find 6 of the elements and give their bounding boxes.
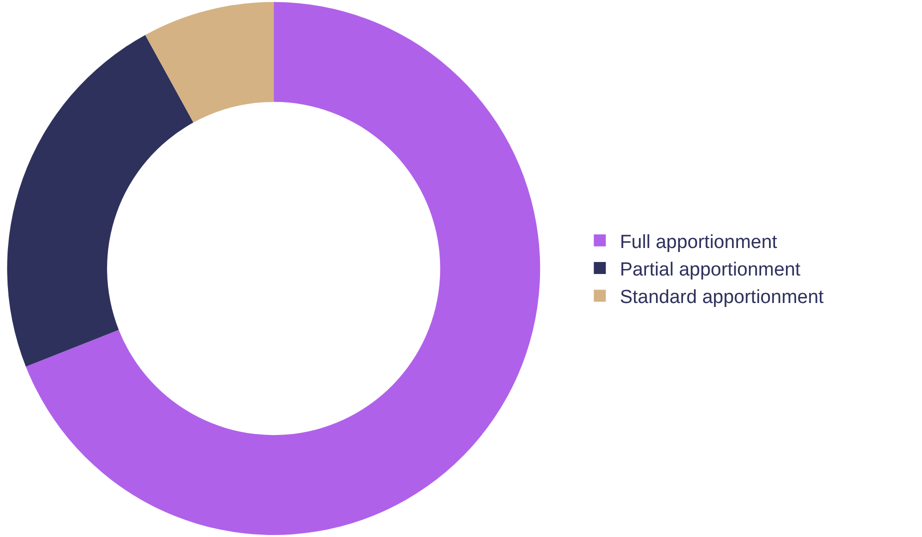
donut-slice xyxy=(145,2,274,123)
legend-label: Full apportionment xyxy=(620,232,778,253)
legend-label: Partial apportionment xyxy=(620,259,802,280)
legend-label: Standard apportionment xyxy=(620,287,824,308)
donut-slice xyxy=(26,2,540,535)
donut-slice xyxy=(7,34,194,367)
